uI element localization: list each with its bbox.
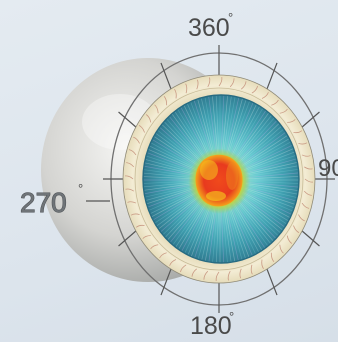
dial-tick <box>301 111 320 128</box>
vessel <box>145 114 152 123</box>
vessel <box>180 264 187 273</box>
dial-tick <box>266 62 278 90</box>
vessel <box>271 99 279 106</box>
degree-dial-ring <box>103 45 335 313</box>
vessel <box>128 149 137 156</box>
vessel <box>301 202 310 209</box>
svg-text:90: 90 <box>318 155 338 182</box>
dial-tick <box>160 62 172 90</box>
vessel <box>304 166 313 170</box>
vessel <box>227 271 231 281</box>
label-bottom-180: 180 ° <box>190 309 234 340</box>
vessel <box>135 224 145 228</box>
vessel <box>298 214 305 222</box>
vessel <box>150 244 159 250</box>
label-left-270: 270 ° <box>20 181 110 219</box>
vessel <box>126 162 135 168</box>
vessel <box>130 213 140 216</box>
vessel <box>169 259 177 266</box>
vessel <box>286 235 293 244</box>
vessel <box>154 104 159 114</box>
vessel <box>293 130 303 134</box>
dial-tick <box>118 111 137 128</box>
svg-text:°: ° <box>78 181 83 196</box>
vessel <box>298 142 308 145</box>
vessel <box>261 259 264 270</box>
vessel <box>239 268 242 279</box>
vessel <box>229 78 235 88</box>
vessel <box>142 235 151 239</box>
vessel <box>174 88 177 99</box>
vessel <box>270 252 275 263</box>
label-right-90: 90 <box>318 155 338 182</box>
svg-text:°: ° <box>229 309 234 324</box>
vessel <box>261 92 269 99</box>
dial-tick <box>301 230 320 247</box>
vessel <box>304 178 314 183</box>
dial-tick <box>160 268 172 296</box>
vessel <box>133 136 140 144</box>
vessel <box>138 125 145 133</box>
vessel <box>301 154 311 157</box>
dial-tick <box>266 268 278 296</box>
vessel <box>191 268 197 277</box>
corneal-heatmap <box>177 137 261 225</box>
vessel <box>215 271 220 282</box>
svg-text:180: 180 <box>190 312 232 340</box>
svg-text:360: 360 <box>188 14 230 42</box>
vessel <box>287 119 296 123</box>
vessel <box>279 244 284 254</box>
dial-tick <box>118 230 137 247</box>
vessel <box>251 85 258 94</box>
vessel <box>125 188 134 192</box>
vessel <box>196 79 199 90</box>
vessel <box>218 76 223 87</box>
vessel <box>127 201 137 204</box>
vessel <box>207 77 211 87</box>
vessel <box>159 252 167 259</box>
limbal-vessels <box>124 76 314 282</box>
vessel <box>303 190 312 196</box>
vessel <box>163 95 168 106</box>
label-top-360: 360 ° <box>188 10 233 42</box>
vessel <box>279 108 288 114</box>
vessel <box>293 225 300 233</box>
svg-text:270: 270 <box>20 187 67 218</box>
svg-text:°: ° <box>228 10 233 25</box>
vessel <box>241 81 247 90</box>
dial-tick-marks <box>103 45 335 313</box>
vessel <box>203 270 209 280</box>
vessel <box>185 83 188 94</box>
vessel <box>124 175 134 180</box>
vessel <box>250 264 253 275</box>
